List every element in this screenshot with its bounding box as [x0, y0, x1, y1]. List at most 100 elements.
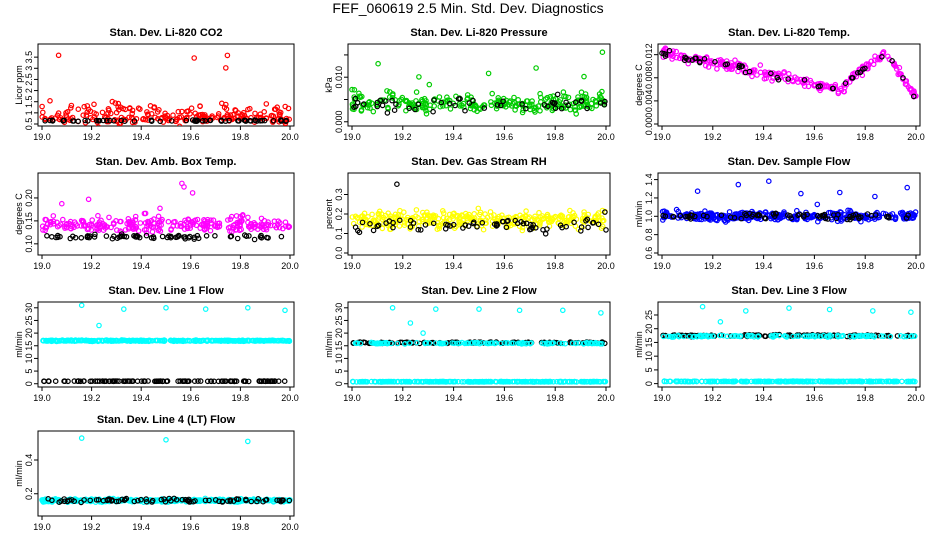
data-point-cyan-upper	[594, 340, 601, 347]
data-point-black	[754, 212, 761, 218]
data-point-cyan	[466, 379, 473, 385]
data-point-black	[889, 57, 895, 64]
data-point-magenta	[808, 80, 815, 86]
x-tick-label: 19.2	[704, 393, 722, 403]
x-tick-label: 19.0	[653, 132, 671, 142]
data-point-red	[224, 52, 231, 59]
y-tick-label: 5	[24, 369, 34, 374]
data-point-black	[855, 214, 862, 220]
data-point-yellow	[532, 213, 538, 220]
data-point-yellow	[432, 213, 439, 219]
data-point-magenta	[149, 229, 156, 235]
y-axis-label: degrees C	[634, 64, 644, 106]
data-point-cyan-upper	[473, 340, 480, 346]
y-tick-label: 15	[334, 341, 344, 351]
plot-frame	[347, 43, 611, 127]
x-tick-label: 19.8	[546, 393, 564, 403]
data-point-magenta	[98, 217, 104, 224]
data-point-black	[410, 220, 417, 226]
x-tick-label: 19.4	[445, 132, 463, 142]
data-point-black	[77, 378, 84, 385]
data-point-cyan-upper	[354, 340, 361, 346]
data-point-black	[234, 235, 241, 242]
data-point-green	[593, 103, 600, 109]
data-point-cyan	[249, 337, 256, 344]
data-point-black	[503, 224, 510, 231]
data-point-black	[584, 216, 591, 223]
data-point-yellow	[519, 227, 526, 234]
data-point-cyan-upper	[862, 333, 869, 339]
data-point-cyan-upper	[908, 333, 915, 340]
y-tick-label: 10	[24, 353, 34, 363]
data-point-black	[522, 105, 529, 112]
data-point-red	[223, 101, 229, 108]
y-tick-label: 20	[644, 324, 654, 334]
data-point-cyan	[172, 337, 179, 344]
data-point-blue	[735, 181, 742, 188]
data-point-black	[906, 333, 913, 339]
data-point-black	[746, 68, 753, 75]
data-point-black	[235, 496, 242, 503]
y-tick-label: 20	[24, 328, 34, 338]
data-point-magenta	[827, 85, 834, 92]
data-point-cyan	[378, 379, 384, 385]
data-point-cyan	[212, 337, 219, 344]
data-point-green	[447, 106, 454, 112]
data-point-black	[111, 233, 117, 240]
data-point-magenta	[216, 220, 223, 227]
data-point-green	[495, 95, 502, 101]
data-point-cyan	[461, 378, 468, 385]
data-point-red	[274, 104, 281, 111]
data-point-red	[277, 109, 284, 116]
data-point-magenta	[871, 57, 878, 64]
data-point-magenta	[802, 79, 808, 85]
data-point-black	[191, 378, 198, 385]
data-point-red	[47, 98, 53, 104]
y-tick-label: 0.008	[644, 67, 654, 90]
data-point-black	[270, 118, 277, 124]
panel-title: Stan. Dev. Line 4 (LT) Flow	[97, 414, 236, 426]
data-point-black	[122, 118, 128, 125]
y-tick-label: 0.15	[24, 212, 34, 230]
data-point-black	[389, 97, 395, 104]
data-point-green	[365, 99, 372, 106]
data-point-blue	[814, 201, 821, 208]
data-point-black	[572, 99, 579, 106]
data-point-magenta	[731, 63, 737, 69]
outlier-point	[282, 307, 288, 314]
data-point-magenta	[50, 221, 57, 227]
data-point-magenta	[225, 217, 231, 223]
data-point-cyan	[430, 378, 437, 385]
data-point-magenta	[187, 225, 194, 232]
data-point-black	[773, 211, 779, 217]
y-tick-label: 0.10	[24, 235, 34, 253]
data-point-yellow	[375, 210, 382, 217]
y-tick-label: 30	[24, 303, 34, 313]
data-point-cyan-upper	[375, 340, 381, 347]
data-point-magenta	[85, 225, 92, 232]
data-point-green	[413, 89, 420, 95]
data-point-magenta	[204, 219, 211, 225]
data-point-black	[224, 498, 231, 504]
data-point-green	[533, 65, 539, 71]
data-point-red	[118, 114, 125, 121]
data-point-cyan-upper	[808, 333, 815, 339]
data-point-red	[188, 105, 195, 112]
data-point-magenta	[895, 71, 902, 78]
data-point-black	[900, 75, 906, 81]
data-point-yellow	[523, 208, 529, 214]
data-point-blue	[673, 206, 680, 213]
data-point-green	[464, 92, 471, 98]
data-point-black	[85, 118, 91, 124]
data-point-black	[722, 61, 729, 68]
data-point-black	[660, 212, 666, 219]
data-point-magenta	[769, 78, 775, 84]
data-point-green	[588, 100, 595, 107]
data-point-green	[573, 111, 580, 117]
y-tick-label: 0.4	[24, 454, 34, 467]
data-point-black	[232, 378, 238, 384]
data-point-cyan-upper	[903, 333, 910, 340]
data-point-black	[466, 100, 473, 106]
data-point-black	[544, 103, 551, 110]
